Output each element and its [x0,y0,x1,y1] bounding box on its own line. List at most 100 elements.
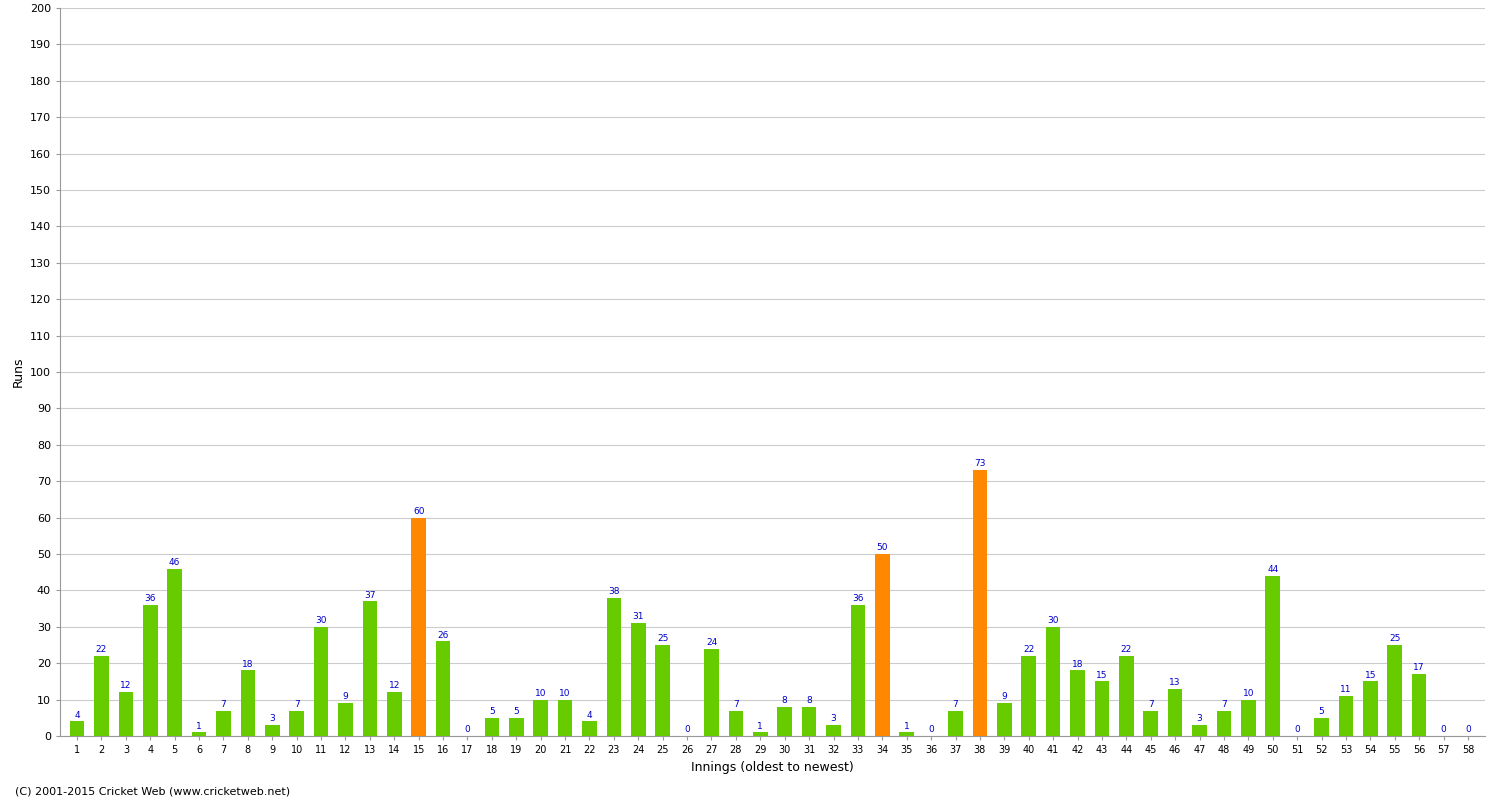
Bar [363,602,376,736]
Bar [1046,627,1060,736]
Bar [558,699,573,736]
Bar [1143,710,1158,736]
Text: 10: 10 [560,689,572,698]
Bar [582,722,597,736]
Text: 1: 1 [196,722,202,730]
Text: 7: 7 [734,700,740,709]
Y-axis label: Runs: Runs [12,357,24,387]
Text: 30: 30 [1047,616,1059,625]
Text: 15: 15 [1365,670,1376,679]
Bar [1266,576,1280,736]
Bar [874,554,890,736]
Text: 11: 11 [1340,685,1352,694]
Text: 5: 5 [1318,707,1324,716]
Bar [1338,696,1353,736]
Text: 25: 25 [657,634,669,643]
Text: 7: 7 [1148,700,1154,709]
Bar [972,470,987,736]
Text: 36: 36 [852,594,864,603]
Text: 37: 37 [364,590,375,599]
Bar [1095,682,1108,736]
Text: 0: 0 [465,725,471,734]
Bar [484,718,500,736]
Bar [850,605,865,736]
Text: 10: 10 [536,689,546,698]
X-axis label: Innings (oldest to newest): Innings (oldest to newest) [692,761,853,774]
Bar [1168,689,1182,736]
Bar [142,605,158,736]
Bar [704,649,718,736]
Bar [606,598,621,736]
Bar [290,710,304,736]
Bar [900,732,914,736]
Text: 5: 5 [513,707,519,716]
Bar [1388,645,1402,736]
Text: 22: 22 [96,645,106,654]
Text: 9: 9 [342,693,348,702]
Bar [70,722,84,736]
Text: 10: 10 [1242,689,1254,698]
Text: 7: 7 [294,700,300,709]
Text: 24: 24 [706,638,717,647]
Bar [998,703,1011,736]
Text: 1: 1 [904,722,909,730]
Text: 17: 17 [1413,663,1425,672]
Bar [948,710,963,736]
Bar [1240,699,1256,736]
Text: 22: 22 [1120,645,1132,654]
Text: 18: 18 [242,660,254,669]
Text: 12: 12 [120,682,132,690]
Text: 7: 7 [1221,700,1227,709]
Text: 36: 36 [144,594,156,603]
Bar [1119,656,1134,736]
Bar [1314,718,1329,736]
Text: (C) 2001-2015 Cricket Web (www.cricketweb.net): (C) 2001-2015 Cricket Web (www.cricketwe… [15,786,290,796]
Text: 1: 1 [758,722,764,730]
Bar [1364,682,1377,736]
Bar [411,518,426,736]
Bar [802,707,816,736]
Bar [387,692,402,736]
Bar [729,710,742,736]
Text: 22: 22 [1023,645,1035,654]
Text: 30: 30 [315,616,327,625]
Bar [168,569,182,736]
Text: 26: 26 [438,630,448,639]
Text: 8: 8 [806,696,812,705]
Bar [216,710,231,736]
Bar [338,703,352,736]
Text: 50: 50 [876,543,888,552]
Text: 9: 9 [1002,693,1007,702]
Bar [753,732,768,736]
Bar [1070,670,1084,736]
Bar [436,642,450,736]
Text: 3: 3 [831,714,837,723]
Text: 15: 15 [1096,670,1107,679]
Text: 0: 0 [1466,725,1472,734]
Text: 38: 38 [608,587,619,596]
Text: 60: 60 [413,506,424,516]
Bar [632,623,645,736]
Text: 18: 18 [1072,660,1083,669]
Bar [1216,710,1231,736]
Bar [266,725,279,736]
Text: 25: 25 [1389,634,1401,643]
Bar [656,645,670,736]
Bar [314,627,328,736]
Text: 7: 7 [952,700,958,709]
Bar [1022,656,1036,736]
Text: 4: 4 [586,710,592,720]
Text: 5: 5 [489,707,495,716]
Text: 0: 0 [1440,725,1446,734]
Bar [777,707,792,736]
Bar [192,732,207,736]
Text: 4: 4 [75,710,80,720]
Text: 3: 3 [270,714,274,723]
Text: 46: 46 [170,558,180,566]
Text: 0: 0 [684,725,690,734]
Bar [1412,674,1426,736]
Bar [94,656,110,736]
Text: 8: 8 [782,696,788,705]
Bar [118,692,134,736]
Bar [534,699,548,736]
